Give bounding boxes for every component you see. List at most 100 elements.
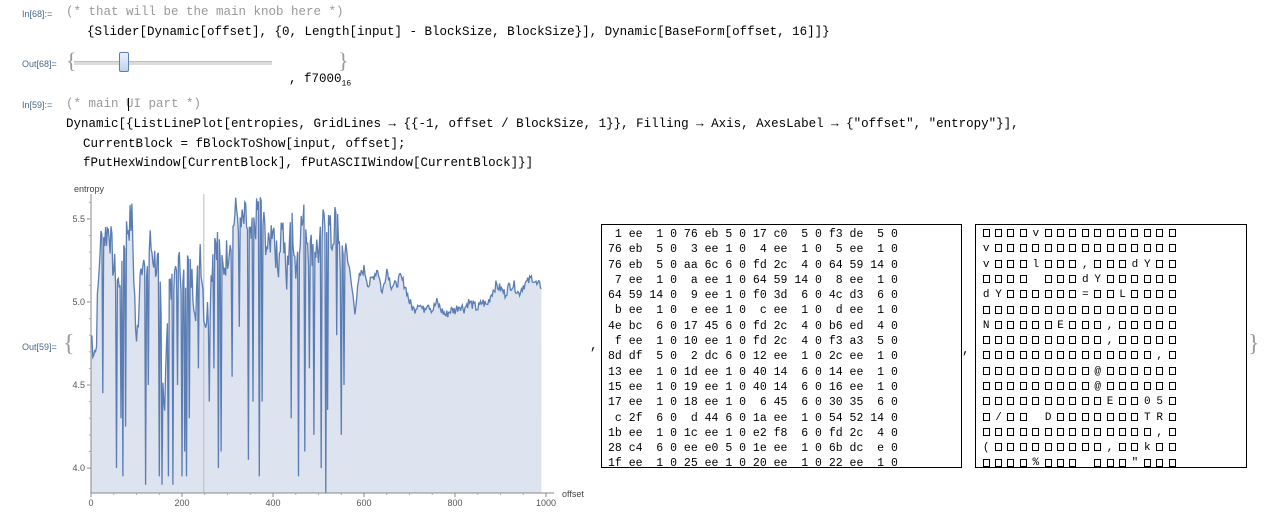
unprintable-glyph — [1005, 411, 1017, 426]
separator-comma-1: , — [590, 339, 598, 353]
unprintable-glyph — [1067, 365, 1079, 380]
unprintable-glyph — [1042, 288, 1054, 303]
ascii-char: @ — [1094, 365, 1102, 378]
unprintable-glyph — [1054, 288, 1066, 303]
entropy-plot[interactable]: entropy offset 0 200 400 600 800 1000 4.0 4.5 5.… — [60, 180, 600, 512]
unprintable-glyph — [1005, 456, 1017, 471]
ascii-char: " — [1131, 457, 1139, 470]
unprintable-glyph — [1129, 273, 1141, 288]
unprintable-glyph — [980, 411, 992, 426]
ascii-row: v — [980, 242, 1242, 257]
in59-code-line3[interactable]: fPutHexWindow[CurrentBlock], fPutASCIIWi… — [83, 156, 534, 170]
unprintable-glyph — [1166, 426, 1178, 441]
unprintable-glyph — [1054, 441, 1066, 456]
unprintable-glyph — [1092, 319, 1104, 334]
out68-offset-text: , f7000 — [289, 72, 342, 86]
unprintable-glyph — [1116, 380, 1128, 395]
hex-row: 1b ee 1 0 1c ee 1 0 e2 f8 6 0 fd 2c 4 0 — [608, 426, 898, 440]
unprintable-glyph — [1116, 349, 1128, 364]
unprintable-glyph — [1030, 319, 1042, 334]
unprintable-glyph — [992, 273, 1004, 288]
in59-code-line1[interactable]: Dynamic[{ListLinePlot[entropies, GridLin… — [66, 117, 1019, 131]
unprintable-glyph — [1166, 411, 1178, 426]
unprintable-glyph — [1017, 441, 1029, 456]
unprintable-glyph — [1153, 365, 1165, 380]
unprintable-glyph — [1153, 273, 1165, 288]
unprintable-glyph — [1079, 426, 1091, 441]
in68-code[interactable]: {Slider[Dynamic[offset], {0, Length[inpu… — [87, 25, 830, 39]
unprintable-glyph — [1129, 334, 1141, 349]
unprintable-glyph — [1116, 441, 1128, 456]
unprintable-glyph — [1017, 411, 1029, 426]
unprintable-glyph — [1054, 456, 1066, 471]
unprintable-glyph — [1079, 365, 1091, 380]
hex-row: 1f ee 1 0 25 ee 1 0 20 ee 1 0 22 ee 1 0 — [608, 457, 898, 471]
unprintable-glyph — [1079, 441, 1091, 456]
hex-row: 7 ee 1 0 a ee 1 0 64 59 14 0 8 ee 1 0 — [608, 273, 898, 287]
unprintable-glyph — [1104, 227, 1116, 242]
out68-offset-base: 16 — [341, 79, 352, 89]
in59-comment[interactable]: (* main UI part *) — [66, 97, 202, 111]
unprintable-glyph — [992, 395, 1004, 410]
unprintable-glyph — [1042, 380, 1054, 395]
y-tick-label-5.5: 5.5 — [72, 214, 85, 224]
hex-row: 64 59 14 0 9 ee 1 0 f0 3d 6 0 4c d3 6 0 — [608, 289, 898, 303]
unprintable-glyph — [1166, 441, 1178, 456]
ascii-row: N E, — [980, 319, 1242, 334]
unprintable-glyph — [1104, 426, 1116, 441]
unprintable-glyph — [1054, 258, 1066, 273]
hex-row: 28 c4 6 0 ee e0 5 0 1e ee 1 0 6b dc e 0 — [608, 442, 898, 456]
ascii-char — [1079, 456, 1091, 471]
unprintable-glyph — [1092, 349, 1104, 364]
unprintable-glyph — [1067, 441, 1079, 456]
unprintable-glyph — [1153, 319, 1165, 334]
unprintable-glyph — [1067, 319, 1079, 334]
unprintable-glyph — [1042, 395, 1054, 410]
unprintable-glyph — [1005, 258, 1017, 273]
unprintable-glyph — [1166, 365, 1178, 380]
unprintable-glyph — [1030, 426, 1042, 441]
unprintable-glyph — [1129, 395, 1141, 410]
unprintable-glyph — [1092, 242, 1104, 257]
ascii-char: D — [1044, 411, 1052, 424]
offset-slider-track[interactable] — [74, 61, 272, 66]
in68-comment[interactable]: (* that will be the main knob here *) — [66, 5, 344, 19]
unprintable-glyph — [1005, 365, 1017, 380]
unprintable-glyph — [1129, 227, 1141, 242]
ascii-char: ( — [982, 442, 990, 455]
ascii-char: @ — [1094, 380, 1102, 393]
unprintable-glyph — [1054, 426, 1066, 441]
unprintable-glyph — [1092, 395, 1104, 410]
x-tick-label-1000: 1000 — [536, 498, 556, 508]
unprintable-glyph — [1067, 303, 1079, 318]
unprintable-glyph — [1129, 380, 1141, 395]
unprintable-glyph — [1005, 334, 1017, 349]
unprintable-glyph — [1104, 288, 1116, 303]
hex-window[interactable]: 1 ee 1 0 76 eb 5 0 17 c0 5 0 f3 de 5 0 76… — [601, 224, 962, 471]
unprintable-glyph — [1067, 258, 1079, 273]
unprintable-glyph — [992, 242, 1004, 257]
unprintable-glyph — [1030, 288, 1042, 303]
ascii-char: v — [982, 243, 990, 256]
unprintable-glyph — [1153, 227, 1165, 242]
plot-layer: 0 200 400 600 800 1000 4.0 4.5 5.0 5.5 — [72, 194, 556, 508]
unprintable-glyph — [992, 227, 1004, 242]
unprintable-glyph — [1141, 456, 1153, 471]
unprintable-glyph — [1067, 227, 1079, 242]
unprintable-glyph — [1129, 426, 1141, 441]
unprintable-glyph — [1054, 334, 1066, 349]
hex-row: 13 ee 1 0 1d ee 1 0 40 14 6 0 14 ee 1 0 — [608, 365, 898, 379]
unprintable-glyph — [1141, 303, 1153, 318]
ascii-char: L — [1119, 289, 1126, 302]
unprintable-glyph — [1030, 303, 1042, 318]
unprintable-glyph — [1153, 258, 1165, 273]
unprintable-glyph — [1067, 456, 1079, 471]
offset-slider-thumb[interactable] — [119, 52, 129, 72]
unprintable-glyph — [1166, 349, 1178, 364]
hex-row: 1 ee 1 0 76 eb 5 0 17 c0 5 0 f3 de 5 0 — [608, 228, 898, 241]
unprintable-glyph — [1141, 380, 1153, 395]
unprintable-glyph — [1104, 273, 1116, 288]
entropy-line — [90, 197, 542, 494]
in59-code-line2[interactable]: CurrentBlock = fBlockToShow[input, offse… — [83, 137, 406, 151]
